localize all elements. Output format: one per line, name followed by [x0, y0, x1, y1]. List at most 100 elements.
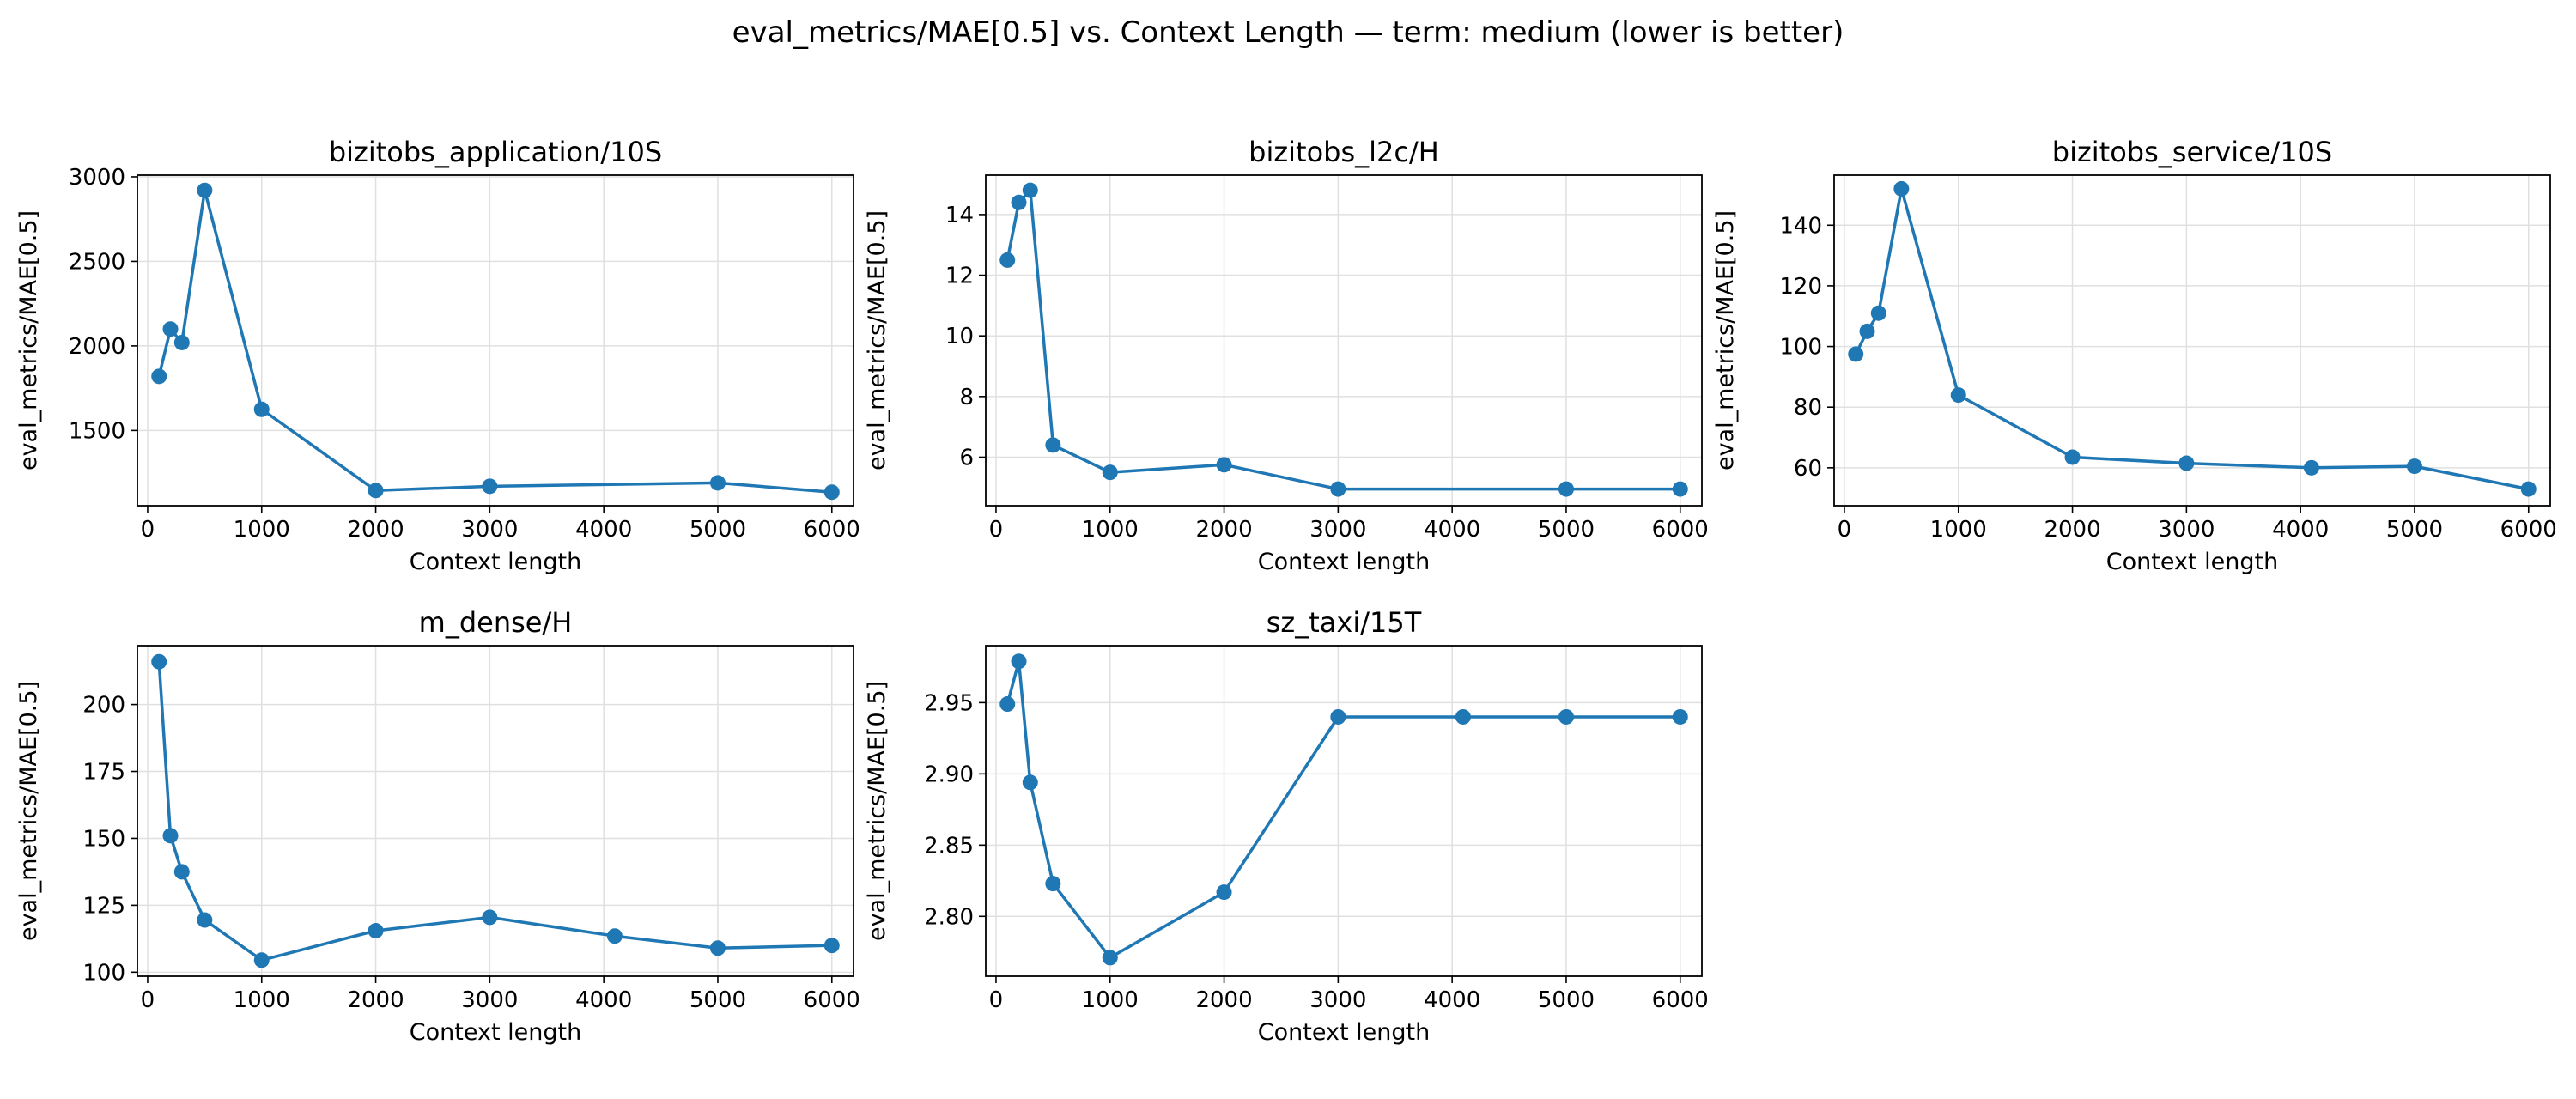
data-point	[1011, 653, 1027, 670]
data-point	[1330, 708, 1346, 725]
y-tick-label: 2.95	[924, 690, 974, 716]
y-tick-label: 2.90	[924, 762, 974, 787]
x-tick-label: 5000	[690, 987, 746, 1013]
data-point	[197, 912, 213, 928]
subplot-title: bizitobs_application/10S	[329, 136, 662, 168]
data-point	[1216, 457, 1232, 473]
x-tick-label: 0	[141, 517, 155, 543]
x-tick-label: 1000	[1082, 517, 1139, 543]
y-axis-label: eval_metrics/MAE[0.5]	[864, 681, 890, 941]
series-line	[157, 188, 832, 494]
y-axis-label: eval_metrics/MAE[0.5]	[15, 681, 42, 941]
data-point	[1330, 481, 1346, 497]
axes-frame	[137, 174, 854, 507]
data-point	[2178, 455, 2195, 471]
data-point	[1672, 708, 1688, 725]
data-point	[823, 938, 840, 954]
y-tick-label: 2.80	[924, 904, 974, 930]
x-tick-label: 3000	[2158, 517, 2215, 543]
x-tick-label: 3000	[461, 517, 518, 543]
data-point	[1045, 437, 1061, 453]
x-tick-label: 2000	[2044, 517, 2100, 543]
data-point	[606, 928, 623, 944]
data-point	[1672, 481, 1688, 497]
y-tick-label: 150	[82, 826, 125, 852]
x-axis-label: Context length	[410, 549, 581, 575]
series-line	[157, 661, 832, 962]
x-tick-label: 4000	[1424, 987, 1480, 1013]
data-point	[173, 334, 190, 350]
y-tick-label: 100	[82, 960, 125, 986]
y-tick-label: 2000	[69, 334, 125, 360]
axes-frame	[1833, 174, 2551, 507]
y-tick-label: 8	[959, 385, 974, 410]
y-axis-label: eval_metrics/MAE[0.5]	[1712, 210, 1739, 471]
data-point	[197, 182, 213, 198]
y-tick-label: 120	[1779, 274, 1822, 300]
x-axis-label: Context length	[410, 1019, 581, 1046]
data-point	[1022, 774, 1038, 791]
x-tick-label: 6000	[2500, 517, 2557, 543]
data-point	[1870, 305, 1886, 321]
x-tick-label: 3000	[461, 987, 518, 1013]
x-tick-label: 6000	[804, 517, 860, 543]
data-point	[1950, 387, 1966, 404]
x-tick-label: 1000	[1930, 517, 1987, 543]
data-point	[2303, 459, 2319, 476]
x-tick-label: 2000	[1195, 517, 1252, 543]
y-axis-label: eval_metrics/MAE[0.5]	[864, 210, 890, 471]
data-point	[1848, 346, 1864, 362]
subplot-1: 0 1000 2000 3000 4000 5000 6000 1500 2000 2500 300…	[15, 136, 860, 575]
data-point	[1859, 323, 1875, 339]
data-point	[1893, 180, 1910, 197]
x-tick-label: 6000	[1652, 987, 1709, 1013]
series-line	[1005, 659, 1680, 960]
x-tick-label: 5000	[1538, 517, 1595, 543]
y-tick-label: 1500	[69, 418, 125, 444]
data-point	[253, 401, 270, 417]
x-tick-label: 5000	[1538, 987, 1595, 1013]
y-tick-label: 2.85	[924, 833, 974, 859]
data-point	[368, 483, 384, 499]
data-point	[1022, 182, 1038, 198]
x-tick-label: 0	[1838, 517, 1852, 543]
data-point	[1102, 950, 1118, 966]
x-axis-label: Context length	[1258, 549, 1430, 575]
data-point	[162, 321, 179, 337]
data-point	[482, 909, 498, 926]
y-tick-label: 100	[1779, 335, 1822, 361]
axes-frame	[137, 645, 854, 977]
y-tick-label: 10	[945, 324, 974, 349]
x-axis-label: Context length	[1258, 1019, 1430, 1046]
x-tick-label: 2000	[347, 987, 404, 1013]
series-line	[1854, 187, 2530, 491]
x-tick-label: 2000	[347, 517, 404, 543]
axes-frame	[985, 645, 1703, 977]
subplot-title: bizitobs_service/10S	[2052, 136, 2332, 168]
x-tick-label: 4000	[1424, 517, 1480, 543]
y-tick-label: 60	[1794, 456, 1822, 482]
x-tick-label: 2000	[1195, 987, 1252, 1013]
data-point	[1216, 884, 1232, 901]
data-point	[482, 478, 498, 495]
data-point	[151, 653, 167, 670]
x-tick-label: 6000	[1652, 517, 1709, 543]
y-tick-label: 14	[945, 203, 974, 228]
subplot-3: 0 1000 2000 3000 4000 5000 6000 60 80 100 120 140 bi…	[1712, 136, 2557, 575]
y-tick-label: 6	[959, 445, 974, 471]
data-point	[1455, 708, 1471, 725]
x-tick-label: 0	[989, 987, 1004, 1013]
series-line	[1005, 188, 1680, 491]
x-axis-label: Context length	[2106, 549, 2278, 575]
subplot-title: bizitobs_l2c/H	[1249, 136, 1439, 168]
data-point	[151, 368, 167, 385]
x-tick-label: 3000	[1309, 517, 1366, 543]
x-tick-label: 0	[989, 517, 1004, 543]
data-point	[162, 828, 179, 844]
subplot-title: m_dense/H	[419, 606, 573, 639]
y-tick-label: 80	[1794, 395, 1822, 421]
data-point	[1011, 194, 1027, 210]
data-point	[2520, 481, 2537, 497]
y-tick-label: 200	[82, 693, 125, 719]
